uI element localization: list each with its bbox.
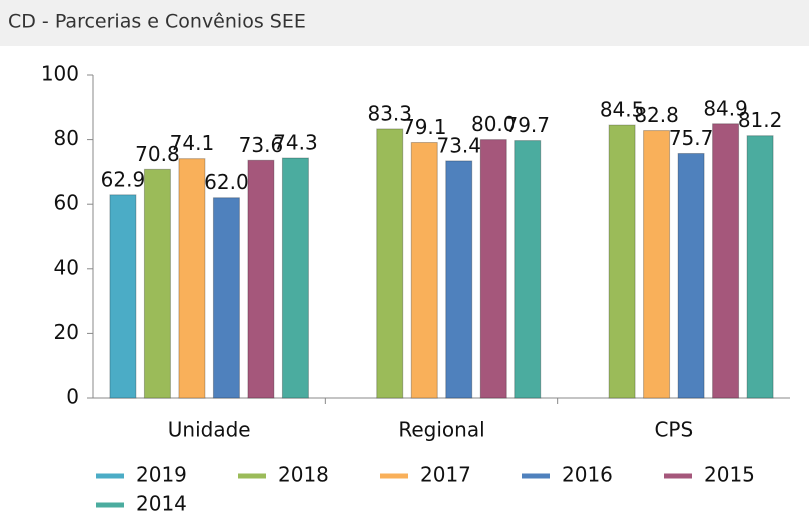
y-tick-label: 60	[54, 191, 79, 215]
bar	[608, 124, 636, 399]
x-tick-label: Unidade	[168, 418, 251, 442]
y-tick-label: 80	[54, 126, 79, 150]
bar	[479, 139, 507, 399]
value-label: 80.0	[471, 112, 516, 136]
legend-label: 2015	[704, 463, 755, 487]
bar	[109, 194, 137, 399]
value-label: 75.7	[669, 126, 714, 150]
legend-label: 2016	[562, 463, 613, 487]
chart-title: CD - Parcerias e Convênios SEE	[8, 11, 306, 33]
value-label: 81.2	[738, 108, 783, 132]
value-label: 73.6	[239, 133, 284, 157]
value-label: 84.9	[703, 96, 748, 120]
value-label: 82.8	[634, 103, 679, 127]
value-label: 62.0	[204, 170, 249, 194]
y-tick-label: 100	[41, 62, 79, 86]
bar	[712, 123, 740, 399]
bar	[410, 142, 438, 399]
x-tick-label: CPS	[654, 418, 693, 442]
bar	[212, 197, 240, 399]
bar	[514, 140, 542, 399]
legend-label: 2018	[278, 463, 329, 487]
bar	[281, 157, 309, 399]
y-tick-label: 20	[54, 320, 79, 344]
bar	[746, 135, 774, 399]
legend-label: 2019	[136, 463, 187, 487]
value-label: 70.8	[135, 142, 180, 166]
title-bar	[0, 0, 809, 46]
legend-label: 2014	[136, 492, 187, 513]
value-label: 74.3	[273, 131, 318, 155]
x-tick-label: Regional	[398, 418, 484, 442]
value-label: 84.5	[600, 98, 645, 122]
bar	[247, 159, 275, 399]
value-label: 74.1	[170, 131, 215, 155]
value-label: 83.3	[367, 101, 412, 125]
y-tick-label: 0	[66, 385, 79, 409]
bar	[643, 130, 671, 399]
bar	[445, 160, 473, 399]
bar	[178, 158, 206, 399]
value-label: 79.7	[505, 113, 550, 137]
y-tick-label: 40	[54, 255, 79, 279]
value-label: 73.4	[436, 133, 481, 157]
value-label: 62.9	[101, 167, 146, 191]
legend-label: 2017	[420, 463, 471, 487]
bar	[677, 152, 705, 399]
bar	[376, 128, 404, 399]
value-label: 79.1	[402, 115, 447, 139]
bar	[143, 168, 171, 399]
